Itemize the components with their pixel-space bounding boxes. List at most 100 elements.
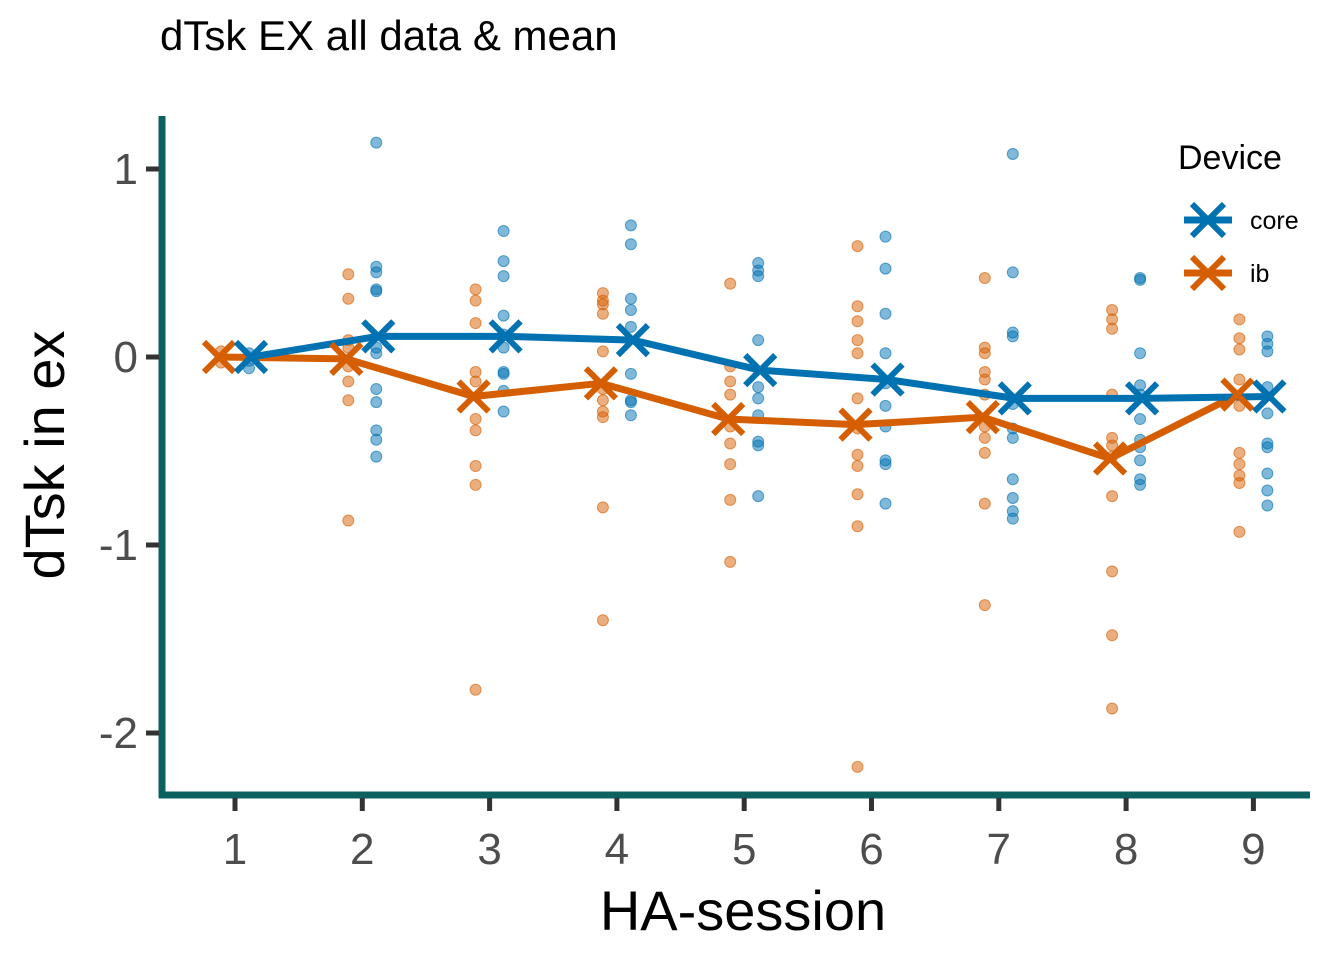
point-ib	[851, 488, 864, 501]
point-ib	[342, 292, 355, 305]
mean-marker-core	[997, 381, 1032, 416]
legend: Device core ib	[1178, 139, 1299, 292]
axes-layer: 1 2 3 4 5 6 7 8 9 -2 -1 0 1	[99, 116, 1310, 874]
point-ib	[978, 373, 991, 386]
point-ib	[851, 520, 864, 533]
point-ib	[978, 347, 991, 360]
point-core	[1006, 330, 1019, 343]
point-core	[1006, 512, 1019, 525]
legend-item-ib: ib	[1184, 254, 1269, 292]
point-core	[370, 450, 383, 463]
point-ib	[342, 514, 355, 527]
mean-marker-core	[743, 353, 778, 388]
x-tick-label: 9	[1241, 825, 1265, 874]
point-ib	[469, 478, 482, 491]
point-core	[752, 334, 765, 347]
point-ib	[1233, 313, 1246, 326]
y-axis-label: dTsk in ex	[13, 331, 76, 580]
point-ib	[469, 460, 482, 473]
point-ib	[851, 392, 864, 405]
point-ib	[724, 375, 737, 388]
point-ib	[1233, 343, 1246, 356]
y-tick-label: -1	[99, 521, 138, 570]
mean-marker-ib	[1220, 377, 1255, 412]
point-ib	[1106, 322, 1119, 335]
mean-markers-layer	[201, 319, 1287, 476]
point-core	[879, 307, 892, 320]
point-ib	[1233, 446, 1246, 459]
mean-marker-ib	[1092, 441, 1128, 476]
point-core	[1134, 413, 1147, 426]
point-core	[1134, 454, 1147, 467]
point-ib	[596, 411, 609, 424]
x-tick-label: 8	[1114, 825, 1138, 874]
mean-marker-ib	[838, 407, 873, 442]
point-core	[497, 405, 510, 418]
point-ib	[596, 614, 609, 627]
point-core	[752, 490, 765, 503]
point-ib	[851, 300, 864, 313]
point-core	[1006, 431, 1019, 444]
y-tick-label: -2	[99, 709, 138, 758]
point-core	[1261, 345, 1274, 358]
mean-marker-core	[870, 362, 905, 397]
point-core	[624, 320, 637, 333]
point-core	[624, 409, 637, 422]
y-tick-label: 1	[114, 145, 138, 194]
point-core	[879, 399, 892, 412]
point-core	[370, 136, 383, 149]
point-core	[879, 347, 892, 360]
point-core	[370, 396, 383, 409]
mean-marker-ib	[201, 339, 237, 375]
point-ib	[851, 760, 864, 773]
point-ib	[469, 294, 482, 307]
point-core	[879, 262, 892, 275]
point-ib	[851, 448, 864, 461]
point-core	[1261, 407, 1274, 420]
mean-marker-core	[1252, 379, 1287, 414]
point-core	[1261, 467, 1274, 480]
point-ib	[851, 460, 864, 473]
point-ib	[469, 283, 482, 296]
x-tick-label: 1	[223, 825, 247, 874]
point-core	[752, 270, 765, 283]
point-core	[624, 304, 637, 316]
point-core	[624, 396, 637, 409]
point-ib	[724, 437, 737, 450]
point-ib	[978, 431, 991, 444]
point-ib	[1233, 525, 1246, 538]
x-axis-label: HA-session	[600, 879, 886, 942]
point-ib	[978, 272, 991, 285]
point-ib	[469, 375, 482, 388]
x-tick-label: 7	[987, 825, 1011, 874]
point-core	[879, 230, 892, 243]
mean-marker-ib	[456, 379, 491, 414]
point-ib	[596, 394, 609, 407]
point-core	[624, 219, 637, 232]
point-core	[879, 458, 892, 471]
point-ib	[1233, 373, 1246, 386]
point-ib	[978, 446, 991, 459]
point-ib	[851, 240, 864, 253]
point-core	[752, 392, 765, 405]
point-core	[624, 292, 637, 305]
point-ib	[342, 375, 355, 388]
legend-label-core: core	[1250, 207, 1299, 235]
point-core	[624, 238, 637, 251]
point-core	[497, 309, 510, 322]
point-ib	[342, 394, 355, 407]
point-ib	[469, 424, 482, 437]
point-core	[879, 497, 892, 510]
point-ib	[724, 277, 737, 290]
mean-marker-core	[233, 339, 269, 375]
point-core	[497, 270, 510, 283]
point-core	[624, 367, 637, 380]
point-core	[497, 367, 510, 380]
mean-marker-ib	[329, 341, 364, 377]
mean-marker-core	[361, 319, 396, 354]
point-ib	[469, 413, 482, 426]
legend-label-ib: ib	[1250, 260, 1269, 288]
point-ib	[851, 315, 864, 328]
x-tick-label: 4	[605, 825, 629, 874]
